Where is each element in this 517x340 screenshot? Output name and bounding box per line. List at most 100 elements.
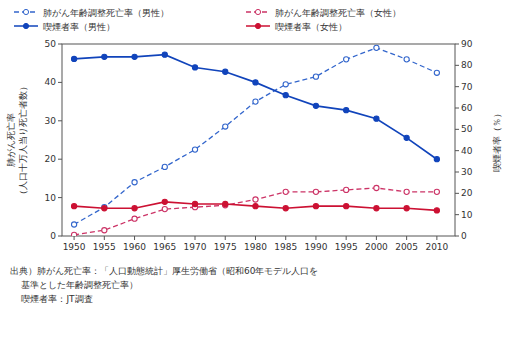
point: [102, 206, 107, 211]
point: [132, 206, 137, 211]
x-tick-label: 2010: [425, 242, 448, 252]
series-line: [74, 188, 437, 235]
y-tick: [58, 236, 62, 237]
point: [434, 70, 439, 75]
point: [313, 74, 318, 79]
x-tick: [346, 236, 347, 240]
point: [71, 232, 76, 236]
point: [253, 197, 258, 202]
point: [192, 201, 197, 206]
x-tick: [285, 236, 286, 240]
point: [192, 65, 197, 70]
x-tick-label: 1975: [214, 242, 237, 252]
point: [283, 189, 288, 194]
legend-label: 喫煙者率（女性）: [275, 22, 347, 32]
annotation: 喫煙者率：JT調査: [10, 294, 93, 304]
point: [434, 189, 439, 194]
y2-tick-label: 10: [461, 210, 473, 220]
data-group: [71, 45, 439, 236]
point: [313, 189, 318, 194]
y2-tick: [455, 65, 459, 66]
point: [223, 69, 228, 74]
point: [162, 207, 167, 212]
point: [102, 228, 107, 233]
y2-tick-label: 90: [461, 39, 473, 49]
y-axis-label-line: （人口十万人当り死亡者数）: [18, 82, 28, 199]
y2-tick-label: 70: [461, 82, 473, 92]
point: [313, 204, 318, 209]
y2-tick-label: 0: [461, 231, 467, 241]
x-tick: [104, 236, 105, 240]
point: [162, 199, 167, 204]
x-tick: [436, 236, 437, 240]
point: [283, 206, 288, 211]
point: [434, 157, 439, 162]
x-tick-label: 1955: [93, 242, 116, 252]
point: [374, 185, 379, 190]
point: [434, 208, 439, 213]
point: [374, 206, 379, 211]
point: [223, 201, 228, 206]
y2-axis-label: 喫煙者率（％）: [492, 109, 502, 172]
x-tick: [164, 236, 165, 240]
chart: 1950195519601965197019751980198519901995…: [0, 0, 517, 340]
point: [253, 99, 258, 104]
x-tick: [376, 236, 377, 240]
y2-tick-label: 40: [461, 146, 473, 156]
legend-item: 喫煙者率（男性）: [14, 22, 115, 32]
legend-item: 肺がん年齢調整死亡率（男性）: [14, 8, 169, 18]
y-tick: [58, 120, 62, 121]
y2-tick-label: 60: [461, 103, 473, 113]
x-tick-label: 2005: [395, 242, 418, 252]
point: [71, 204, 76, 209]
point: [132, 54, 137, 59]
point: [162, 164, 167, 169]
x-tick-label: 2000: [365, 242, 388, 252]
point: [71, 56, 76, 61]
y-tick: [58, 197, 62, 198]
y-tick-label: 30: [45, 116, 57, 126]
x-tick: [225, 236, 226, 240]
y-tick-label: 20: [45, 154, 57, 164]
point: [192, 147, 197, 152]
y-tick: [58, 159, 62, 160]
x-tick: [255, 236, 256, 240]
x-tick: [74, 236, 75, 240]
x-tick-label: 1990: [304, 242, 327, 252]
point: [253, 80, 258, 85]
x-tick: [195, 236, 196, 240]
point: [344, 187, 349, 192]
y2-tick-label: 20: [461, 188, 473, 198]
point: [253, 204, 258, 209]
point: [404, 206, 409, 211]
legend-item: 喫煙者率（女性）: [246, 22, 347, 32]
point: [344, 57, 349, 62]
y-axis-label-line: 肺がん死亡率: [6, 113, 16, 167]
y2-tick: [455, 44, 459, 45]
y-tick: [58, 82, 62, 83]
x-tick-label: 1965: [153, 242, 176, 252]
point: [132, 180, 137, 185]
legend-marker: [255, 23, 260, 28]
legend-item: 肺がん年齢調整死亡率（女性）: [246, 8, 401, 18]
point: [102, 54, 107, 59]
point: [132, 216, 137, 221]
plot-frame: [62, 44, 455, 236]
point: [162, 52, 167, 57]
legend-label: 喫煙者率（男性）: [43, 22, 115, 32]
annotation: 基準とした年齢調整死亡率）: [10, 280, 138, 290]
series-line: [74, 202, 437, 211]
point: [404, 57, 409, 62]
series-line: [74, 55, 437, 160]
x-tick-label: 1960: [123, 242, 146, 252]
point: [344, 108, 349, 113]
x-tick-label: 1995: [335, 242, 358, 252]
legend-marker: [23, 23, 28, 28]
point: [313, 103, 318, 108]
x-tick-label: 1970: [184, 242, 207, 252]
y2-tick: [455, 86, 459, 87]
x-tick: [315, 236, 316, 240]
point: [71, 222, 76, 227]
point: [223, 124, 228, 129]
y2-tick-label: 50: [461, 124, 473, 134]
